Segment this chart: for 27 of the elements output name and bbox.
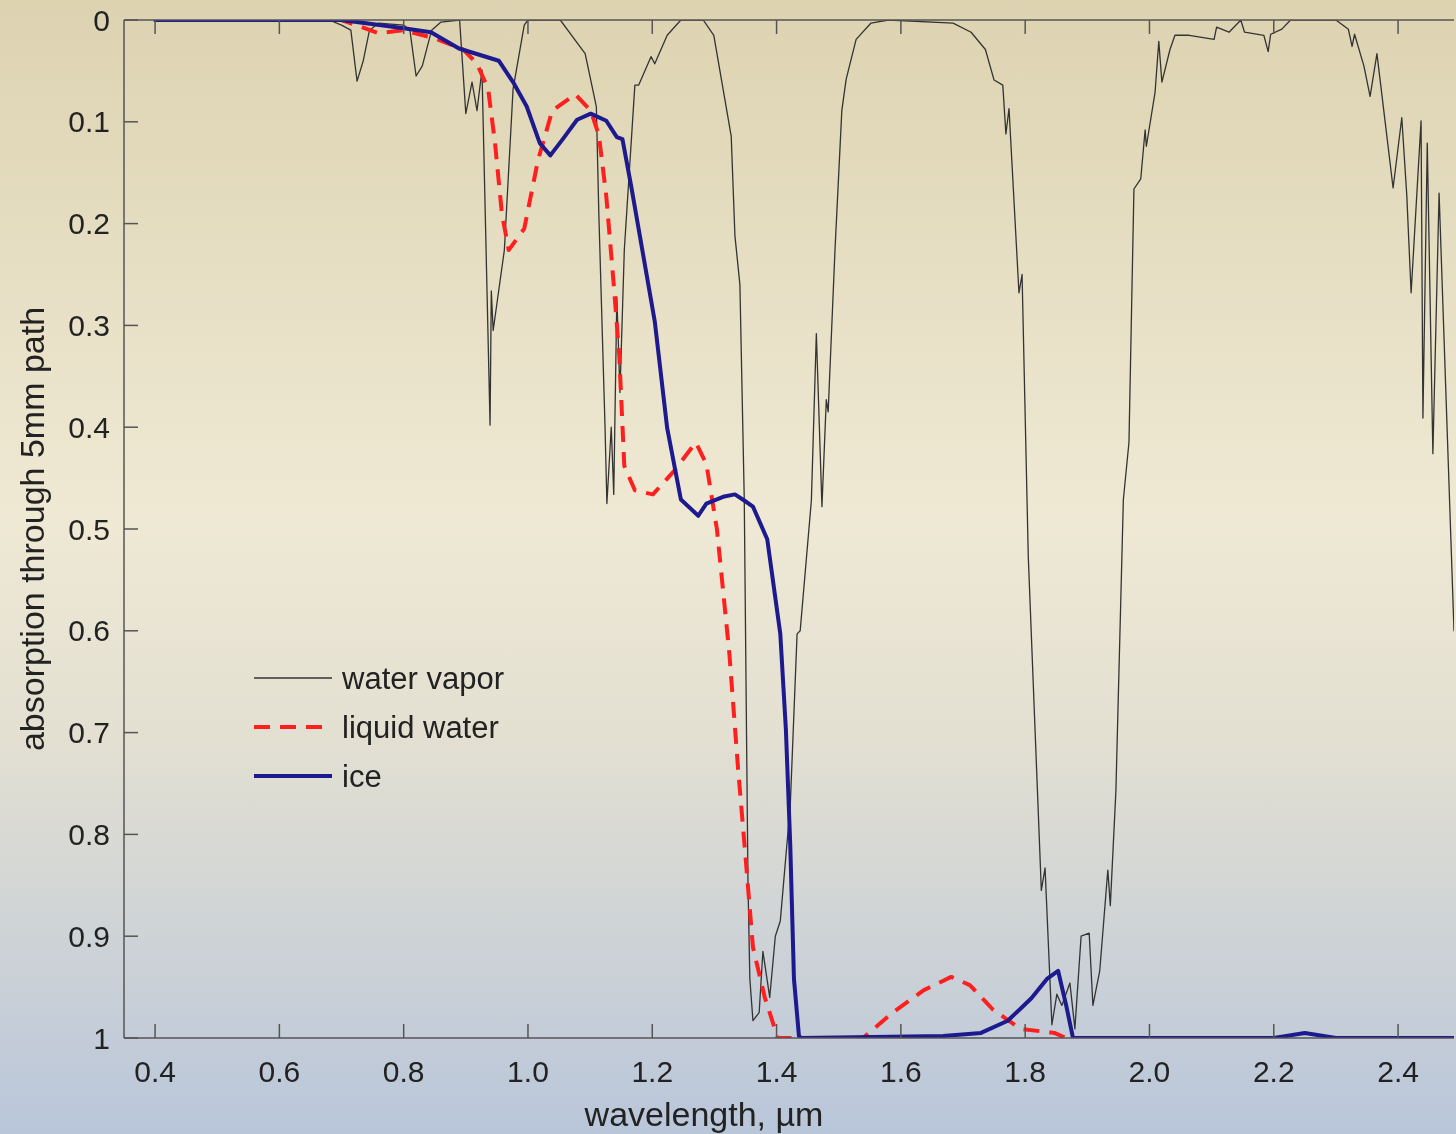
legend-label: water vapor: [341, 660, 504, 696]
y-tick-label: 0.5: [68, 512, 110, 546]
x-tick-label: 0.4: [134, 1055, 176, 1088]
y-tick-label: 0.9: [68, 919, 110, 953]
x-tick-label: 0.8: [382, 1055, 425, 1088]
x-tick-label: 2.2: [1252, 1055, 1295, 1088]
y-tick-label: 0.7: [68, 716, 110, 750]
legend-label: liquid water: [342, 709, 499, 745]
x-tick-label: 1.8: [1004, 1055, 1047, 1088]
x-tick-label: 1.2: [631, 1055, 674, 1088]
x-tick-label: 0.6: [258, 1055, 301, 1088]
y-tick-label: 0.6: [68, 614, 110, 648]
legend-label: ice: [342, 758, 382, 794]
y-axis-title: absorption through 5mm path: [13, 306, 51, 752]
x-tick-label: 1.0: [507, 1055, 549, 1088]
x-tick-label: 1.6: [880, 1055, 922, 1088]
x-tick-label: 2.0: [1128, 1055, 1171, 1088]
y-tick-label: 0: [93, 3, 110, 37]
x-tick-label: 2.4: [1377, 1055, 1419, 1088]
y-tick-label: 0.4: [68, 410, 110, 444]
y-tick-label: 0.3: [68, 308, 110, 342]
y-tick-label: 0.8: [68, 817, 110, 851]
x-axis-title: wavelength, µm: [583, 1095, 824, 1133]
y-tick-label: 1: [93, 1021, 110, 1055]
y-tick-label: 0.2: [68, 207, 110, 241]
y-tick-label: 0.1: [68, 105, 110, 139]
x-tick-label: 1.4: [755, 1055, 798, 1088]
